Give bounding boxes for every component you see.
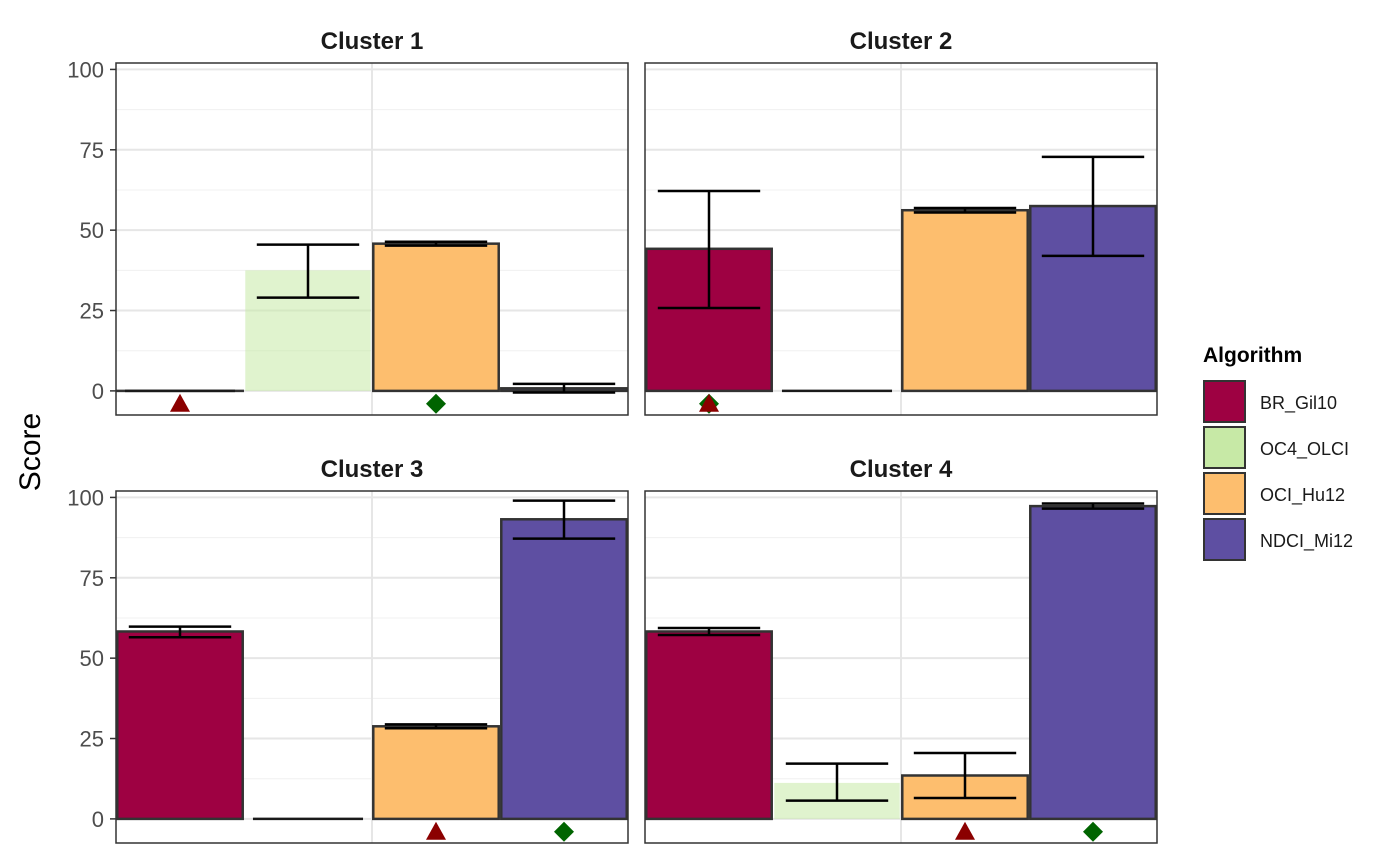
panel-title: Cluster 4 — [850, 456, 953, 483]
panel-border — [115, 62, 629, 416]
y-tick-label: 50 — [80, 218, 104, 243]
bar-oci_hu12 — [372, 725, 500, 821]
bar-oci_hu12 — [372, 242, 500, 393]
panel-border — [644, 490, 1158, 844]
bar-ndci_mi12 — [1029, 504, 1157, 821]
bar-br_gil10 — [116, 630, 244, 821]
y-tick-label: 0 — [92, 807, 104, 832]
triangle-marker — [426, 821, 446, 840]
diamond-marker — [1083, 821, 1103, 842]
legend-key-swatch — [1203, 380, 1246, 423]
legend-key-swatch — [1203, 518, 1246, 561]
legend-item-ndci_mi12: NDCI_Mi12 — [1203, 518, 1353, 561]
legend: Algorithm BR_Gil10 OC4_OLCI OCI_Hu12 NDCI_Mi… — [1203, 344, 1353, 561]
legend-label: NDCI_Mi12 — [1260, 531, 1353, 552]
panel-title: Cluster 2 — [850, 28, 953, 55]
panel-2: Cluster 2 — [644, 28, 1158, 416]
triangle-marker — [955, 821, 975, 840]
panel-border — [115, 490, 629, 844]
triangle-marker — [170, 393, 190, 412]
legend-item-br_gil10: BR_Gil10 — [1203, 380, 1337, 423]
legend-key-swatch — [1203, 472, 1246, 515]
legend-item-oci_hu12: OCI_Hu12 — [1203, 472, 1345, 515]
panel-4: Cluster 4 — [644, 456, 1158, 844]
triangle-marker — [699, 393, 719, 412]
panel-3: Cluster 3 0 25 50 75 100 — [67, 456, 629, 844]
panel-title: Cluster 3 — [321, 456, 424, 483]
diamond-marker — [554, 821, 574, 842]
y-tick-label: 0 — [92, 379, 104, 404]
panel-1: Cluster 1 0 25 50 75 100 — [67, 28, 629, 416]
y-tick-label: 25 — [80, 299, 104, 324]
legend-key-swatch — [1203, 426, 1246, 469]
y-tick-label: 25 — [80, 727, 104, 752]
legend-label: BR_Gil10 — [1260, 393, 1337, 414]
bar-br_gil10 — [645, 630, 773, 821]
y-axis-title: Score — [14, 413, 47, 491]
y-tick-label: 75 — [80, 138, 104, 163]
legend-item-oc4_olci: OC4_OLCI — [1203, 426, 1349, 469]
bar-ndci_mi12 — [500, 518, 628, 821]
panel-border — [644, 62, 1158, 416]
legend-label: OC4_OLCI — [1260, 439, 1349, 460]
panel-title: Cluster 1 — [321, 28, 424, 55]
y-tick-label: 100 — [67, 57, 104, 82]
legend-title: Algorithm — [1203, 344, 1302, 367]
bar-oci_hu12 — [901, 208, 1029, 393]
y-tick-label: 100 — [67, 485, 104, 510]
y-tick-label: 50 — [80, 646, 104, 671]
legend-label: OCI_Hu12 — [1260, 485, 1345, 506]
y-tick-label: 75 — [80, 566, 104, 591]
diamond-marker — [426, 393, 446, 414]
